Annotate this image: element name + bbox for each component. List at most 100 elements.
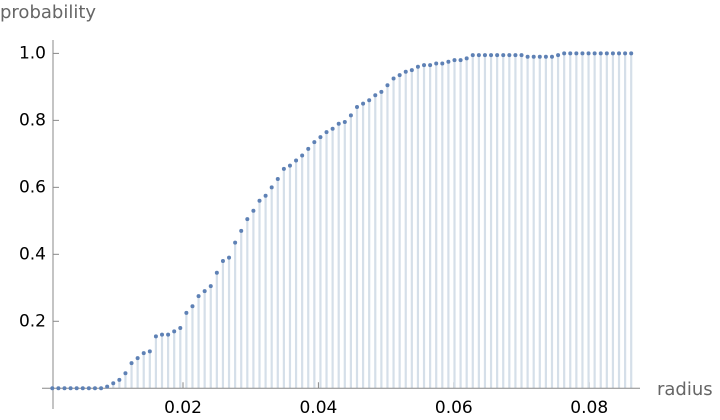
point — [525, 54, 530, 59]
point — [172, 329, 177, 334]
point — [330, 126, 335, 131]
point — [220, 259, 225, 264]
x-tick-label: 0.06 — [435, 398, 473, 418]
x-tick-label: 0.04 — [299, 398, 337, 418]
point — [531, 54, 536, 59]
point — [129, 361, 134, 366]
point — [300, 153, 305, 158]
point — [629, 51, 634, 56]
point — [617, 51, 622, 56]
point — [80, 386, 85, 391]
point — [99, 386, 104, 391]
point — [574, 51, 579, 56]
point — [275, 176, 280, 181]
point — [537, 54, 542, 59]
point — [604, 51, 609, 56]
point — [56, 386, 61, 391]
point — [598, 51, 603, 56]
point — [482, 53, 487, 58]
point — [391, 76, 396, 81]
point — [354, 104, 359, 109]
point — [336, 121, 341, 126]
point — [178, 325, 183, 330]
point — [586, 51, 591, 56]
point — [147, 349, 152, 354]
point — [281, 166, 286, 171]
point — [287, 163, 292, 168]
point — [196, 294, 201, 299]
point — [428, 63, 433, 68]
point — [379, 89, 384, 94]
point — [190, 304, 195, 309]
point — [251, 208, 256, 213]
point — [476, 53, 481, 58]
point — [160, 332, 165, 337]
point — [458, 58, 463, 63]
y-tick-label: 0.2 — [19, 311, 46, 331]
point — [92, 386, 97, 391]
point — [623, 51, 628, 56]
point — [415, 64, 420, 69]
point — [233, 240, 238, 245]
point — [501, 53, 506, 58]
point — [342, 120, 347, 125]
point — [208, 284, 213, 289]
point — [385, 83, 390, 88]
point — [141, 351, 146, 356]
point — [348, 113, 353, 118]
point — [318, 135, 323, 140]
point — [549, 54, 554, 59]
point — [580, 51, 585, 56]
point — [123, 371, 128, 376]
point — [409, 68, 414, 73]
point — [86, 386, 91, 391]
y-tick-label: 1.0 — [19, 43, 46, 63]
point — [513, 53, 518, 58]
point — [50, 386, 55, 391]
point — [452, 58, 457, 63]
y-tick-label: 0.4 — [19, 244, 46, 264]
point — [397, 73, 402, 78]
point — [105, 384, 110, 389]
point — [263, 193, 268, 198]
point — [507, 53, 512, 58]
point — [257, 198, 262, 203]
point — [239, 228, 244, 233]
point — [117, 377, 122, 382]
point — [214, 270, 219, 275]
point — [361, 101, 366, 106]
point — [543, 54, 548, 59]
point — [610, 51, 615, 56]
point — [111, 381, 116, 386]
point — [74, 386, 79, 391]
point — [440, 61, 445, 66]
point — [470, 53, 475, 58]
point — [367, 98, 372, 103]
point — [556, 53, 561, 58]
point — [202, 289, 207, 294]
point — [519, 53, 524, 58]
point — [227, 255, 232, 260]
point — [153, 334, 158, 339]
point — [568, 51, 573, 56]
point — [312, 140, 317, 145]
point — [306, 146, 311, 151]
point — [294, 158, 299, 163]
point — [269, 185, 274, 190]
point — [562, 51, 567, 56]
point — [184, 310, 189, 315]
point — [166, 332, 171, 337]
point — [68, 386, 73, 391]
y-axis-label: probability — [0, 2, 96, 23]
y-tick-label: 0.8 — [19, 110, 46, 130]
point — [373, 93, 378, 98]
point — [62, 386, 67, 391]
point — [245, 217, 250, 222]
x-tick-label: 0.08 — [570, 398, 608, 418]
point — [135, 356, 140, 361]
point — [446, 59, 451, 64]
point — [324, 130, 329, 135]
point — [495, 53, 500, 58]
point — [592, 51, 597, 56]
